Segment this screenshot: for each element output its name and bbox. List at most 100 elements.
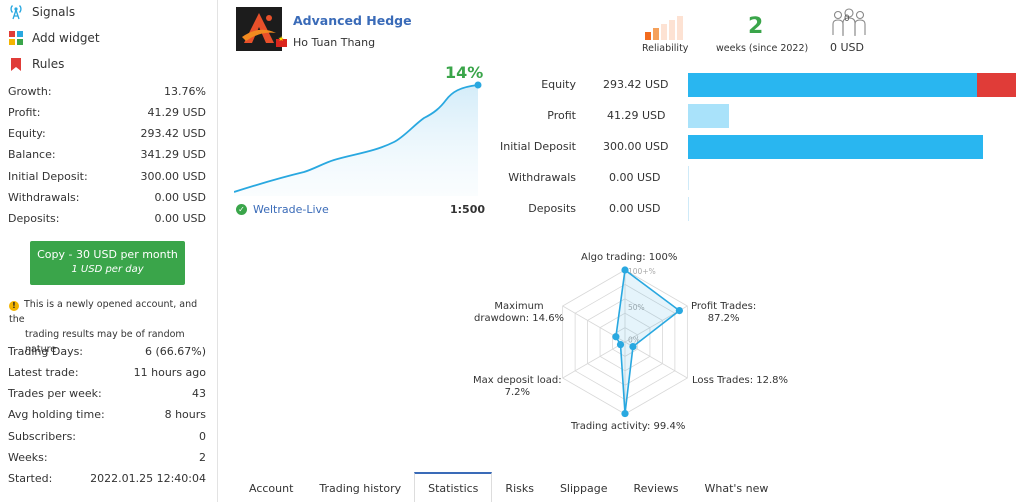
radar-point: [675, 307, 683, 315]
tab-statistics[interactable]: Statistics: [414, 472, 493, 502]
radar-axis-label-line: Max deposit load:: [473, 375, 562, 386]
stat-row: Growth: 13.76%: [8, 83, 206, 99]
bar-row-label: Equity: [541, 78, 576, 91]
tab-risks[interactable]: Risks: [505, 481, 534, 495]
broker-link[interactable]: ✓ Weltrade-Live: [236, 203, 329, 216]
radar-axis-label-line: drawdown: 14.6%: [474, 313, 565, 324]
growth-line: [234, 84, 479, 193]
radar-point: [616, 340, 625, 349]
bar-row-value: 300.00 USD: [603, 140, 669, 153]
stat-value: 8 hours: [164, 408, 206, 422]
stat-value: 0.00 USD: [154, 191, 207, 204]
stat-value: 6 (66.67%): [144, 344, 206, 358]
bar-row-value: 0.00 USD: [609, 202, 661, 215]
stat-value: 2: [199, 451, 206, 464]
reliability-bar: [653, 28, 659, 40]
reliability-bar: [645, 32, 651, 40]
stat-value: 41.29 USD: [147, 105, 207, 119]
menu-item-add-widget[interactable]: Add widget: [8, 28, 100, 48]
stat-row: Avg holding time: 8 hours: [8, 407, 206, 423]
bar-fill: [688, 166, 689, 190]
menu-label: Signals: [32, 5, 76, 19]
stat-row: Equity: 293.42 USD: [8, 126, 206, 142]
radar-ring-label: 50%: [628, 303, 645, 312]
bar-row-label: Deposits: [528, 202, 576, 215]
reliability-bars-icon: [645, 16, 687, 43]
radar-data-area: [615, 268, 681, 414]
bar-row-label: Initial Deposit: [500, 140, 576, 153]
stat-label: Equity:: [8, 127, 46, 141]
signal-name-link[interactable]: Advanced Hedge: [293, 13, 412, 28]
stat-label: Trading Days:: [8, 344, 84, 358]
author[interactable]: Ho Tuan Thang: [276, 35, 375, 49]
notice-line-1: This is a newly opened account, and the: [9, 299, 198, 325]
stat-value: 2022.01.25 12:40:04: [90, 472, 206, 486]
stat-label: Latest trade:: [8, 365, 79, 379]
widget-icon: [8, 30, 24, 46]
radar-axis-label-line: Loss Trades: 12.8%: [692, 375, 789, 386]
sidebar: Signals Add widget Rules Growth: 13.76% Pr…: [0, 0, 218, 502]
radar-axis-label-line: 7.2%: [504, 387, 531, 398]
bar-row-value: 293.42 USD: [603, 78, 669, 91]
copy-button-price: Copy - 30 USD per month: [37, 248, 178, 261]
tab-trading-history[interactable]: Trading history: [319, 481, 402, 495]
bar-track: [688, 135, 1016, 159]
signal-tower-icon: [8, 4, 24, 20]
tab-slippage[interactable]: Slippage: [559, 481, 608, 495]
stat-label: Trades per week:: [8, 387, 102, 401]
radar-axis-label: Trading activity: 99.4%: [571, 421, 685, 433]
stat-value: 13.76%: [164, 84, 206, 98]
stat-row: Trading Days: 6 (66.67%): [8, 343, 206, 359]
bar-track: [688, 104, 1016, 128]
signal-logo[interactable]: [236, 7, 282, 51]
subscribers-icon: [831, 7, 867, 40]
radar-ring-label: 100+%: [628, 267, 656, 276]
bar-row-label: Profit: [547, 109, 576, 122]
tab-what-s-new[interactable]: What's new: [704, 481, 769, 495]
stat-value: 293.42 USD: [140, 127, 207, 141]
stat-row: Initial Deposit: 300.00 USD: [8, 168, 206, 184]
radar-axis-label: Maximum drawdown: 14.6%: [474, 301, 564, 325]
bookmark-icon: [8, 56, 24, 72]
leverage: 1:500: [450, 203, 486, 216]
radar-ring-label: 0%: [628, 335, 640, 344]
bar-row-value: 0.00 USD: [609, 171, 661, 184]
weeks-count: 2: [748, 14, 764, 39]
menu-item-signals[interactable]: Signals: [8, 2, 75, 22]
menu-item-rules[interactable]: Rules: [8, 54, 64, 74]
tab-account[interactable]: Account: [249, 481, 294, 495]
growth-percent: 14%: [445, 63, 484, 82]
verified-check-icon: ✓: [236, 204, 247, 215]
growth-chart: [234, 81, 482, 196]
stat-label: Started:: [8, 472, 53, 486]
stat-value: 300.00 USD: [140, 169, 207, 183]
stat-value: 341.29 USD: [140, 148, 207, 162]
radar-axis-label-line: 87.2%: [707, 313, 740, 324]
stat-value: 11 hours ago: [133, 365, 206, 379]
copy-button[interactable]: Copy - 30 USD per month 1 USD per day: [30, 241, 185, 285]
stat-row: Withdrawals: 0.00 USD: [8, 190, 206, 206]
radar-axis-label: Algo trading: 100%: [581, 252, 677, 264]
menu-label: Rules: [32, 57, 65, 71]
menu-label: Add widget: [32, 31, 100, 45]
bar-row-label: Withdrawals: [508, 171, 576, 184]
bar-fill: [688, 197, 689, 221]
radar-axis-label: Profit Trades: 87.2%: [691, 301, 756, 325]
stat-label: Avg holding time:: [8, 408, 105, 422]
radar-axis-label: Max deposit load: 7.2%: [473, 375, 562, 399]
bar-track: [688, 73, 1016, 97]
bar-row-value: 41.29 USD: [607, 109, 666, 122]
tab-reviews[interactable]: Reviews: [633, 481, 679, 495]
bar-fill: [688, 73, 977, 97]
stat-row: Latest trade: 11 hours ago: [8, 364, 206, 380]
radar-spoke: [562, 341, 626, 379]
radar-axis-label-line: Algo trading: 100%: [581, 252, 678, 263]
radar-point: [621, 409, 629, 418]
stat-row: Weeks: 2: [8, 450, 206, 466]
weeks-label: weeks (since 2022): [716, 43, 809, 54]
radar-point: [612, 333, 620, 341]
subscribers-funds: 0 USD: [830, 41, 864, 54]
radar-axis-label-line: Profit Trades:: [691, 301, 757, 312]
new-account-notice: ! This is a newly opened account, and the…: [9, 297, 209, 357]
radar-axis-label-line: Maximum: [494, 301, 544, 312]
